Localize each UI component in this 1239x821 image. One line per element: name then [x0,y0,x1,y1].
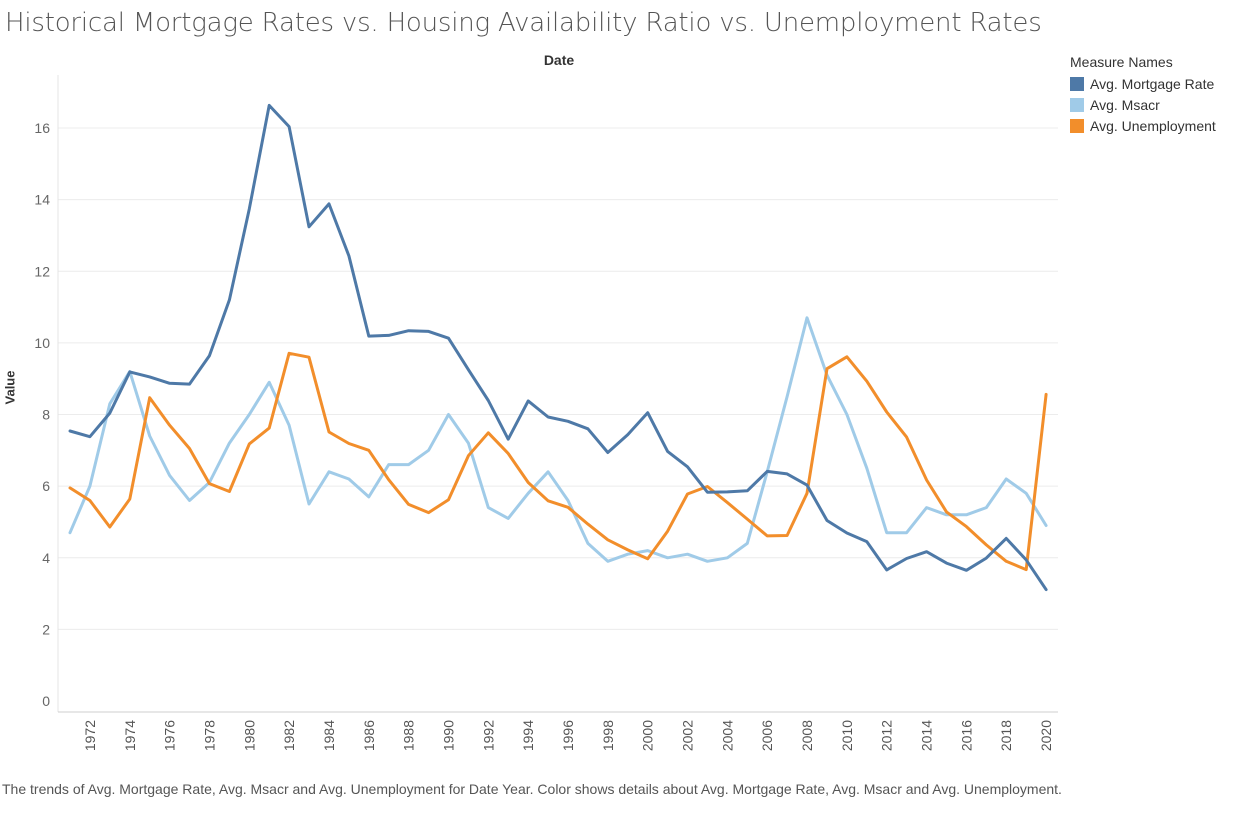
x-tick-label: 2002 [680,720,696,751]
x-tick-label: 2014 [919,720,935,751]
x-tick-label: 2004 [719,720,735,751]
legend-swatch-mortgage-rate [1070,76,1084,91]
x-tick-label: 1990 [440,720,456,751]
x-tick-label: 1998 [600,720,616,751]
x-tick-label: 2018 [998,720,1014,751]
x-tick-label: 2000 [640,720,656,751]
x-tick-label: 2010 [839,720,855,751]
x-axis-title: Date [543,52,575,68]
legend: Measure Names Avg. Mortgage Rate Avg. Ms… [1070,54,1216,136]
y-tick-label: 0 [42,693,50,709]
x-tick-label: 1988 [401,720,417,751]
legend-label: Avg. Msacr [1090,96,1160,113]
x-tick-label: 1980 [241,720,257,751]
y-tick-label: 12 [34,263,50,279]
chart-caption: The trends of Avg. Mortgage Rate, Avg. M… [2,781,1062,797]
x-tick-label: 2012 [879,720,895,751]
legend-item-unemployment[interactable]: Avg. Unemployment [1070,115,1216,136]
legend-swatch-msacr [1070,97,1084,112]
x-tick-label: 1978 [201,720,217,751]
x-tick-label: 2016 [958,720,974,751]
y-tick-label: 6 [42,478,50,494]
x-tick-label: 1974 [122,720,138,751]
chart-title: Historical Mortgage Rates vs. Housing Av… [5,8,1042,38]
x-tick-label: 1992 [480,720,496,751]
x-tick-label: 1984 [321,720,337,751]
x-tick-label: 1996 [560,720,576,751]
y-tick-label: 2 [42,621,50,637]
x-tick-label: 2020 [1038,720,1054,751]
legend-swatch-unemployment [1070,118,1084,133]
x-tick-label: 1994 [520,720,536,751]
legend-title: Measure Names [1070,54,1173,70]
x-tick-label: 1982 [281,720,297,751]
x-tick-label: 1976 [162,720,178,751]
series-line-avg-mortgage-rate [68,103,1048,592]
x-tick-label: 2006 [759,720,775,751]
legend-item-msacr[interactable]: Avg. Msacr [1070,94,1216,115]
y-tick-label: 8 [42,407,50,423]
x-tick-label: 1986 [361,720,377,751]
legend-item-mortgage-rate[interactable]: Avg. Mortgage Rate [1070,73,1216,94]
legend-label: Avg. Mortgage Rate [1090,75,1215,92]
series-line-avg-msacr [68,316,1048,563]
series-line-avg-unemployment [68,351,1048,572]
y-tick-label: 16 [34,120,50,136]
y-tick-label: 4 [42,550,50,566]
y-tick-label: 14 [34,192,50,208]
x-tick-label: 2008 [799,720,815,751]
legend-label: Avg. Unemployment [1090,117,1216,134]
y-tick-label: 10 [34,335,50,351]
x-tick-label: 1972 [82,720,98,751]
